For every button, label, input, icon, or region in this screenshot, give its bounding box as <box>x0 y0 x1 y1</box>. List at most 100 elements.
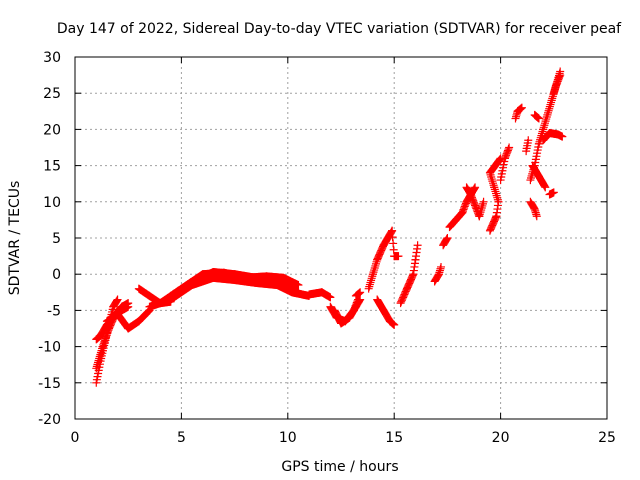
data-point <box>489 181 498 190</box>
data-points-layer <box>92 67 567 387</box>
data-point <box>495 156 504 165</box>
data-point <box>387 227 396 236</box>
data-point <box>369 268 378 277</box>
tick-layer <box>74 56 608 420</box>
y-tick-label: 15 <box>43 159 61 175</box>
y-tick-label: -15 <box>38 376 61 392</box>
data-point <box>367 274 376 283</box>
data-point <box>548 94 557 103</box>
data-point <box>124 302 133 311</box>
y-tick-label: -20 <box>38 412 61 428</box>
data-point <box>487 175 496 184</box>
data-point <box>371 261 380 270</box>
data-point <box>490 185 499 194</box>
data-point <box>539 125 548 134</box>
data-point <box>489 179 497 188</box>
y-tick-label: 5 <box>52 231 61 247</box>
data-point <box>556 67 565 76</box>
data-point <box>545 102 554 111</box>
data-point <box>493 193 502 202</box>
data-point <box>491 187 500 196</box>
data-point <box>534 114 543 123</box>
x-tick-label: 25 <box>598 430 616 446</box>
data-point <box>144 307 153 316</box>
x-tick-label: 10 <box>279 430 297 446</box>
chart-title: Day 147 of 2022, Sidereal Day-to-day VTE… <box>57 21 622 37</box>
data-point <box>549 188 558 197</box>
data-point <box>471 183 480 192</box>
data-point <box>144 307 153 316</box>
data-point <box>494 197 503 206</box>
data-point <box>364 284 373 293</box>
y-tick-label: 10 <box>43 195 61 211</box>
data-point <box>492 191 501 200</box>
x-axis-label: GPS time / hours <box>281 459 398 475</box>
data-point <box>544 108 553 117</box>
data-point <box>524 136 533 145</box>
data-point <box>355 296 364 305</box>
data-point <box>527 174 535 183</box>
data-point <box>547 98 556 107</box>
data-point <box>112 296 121 305</box>
data-point <box>356 295 365 304</box>
y-tick-label: -10 <box>38 340 61 356</box>
data-point <box>492 189 501 198</box>
data-point <box>366 278 375 287</box>
data-point <box>488 177 497 186</box>
data-point <box>394 252 403 261</box>
data-point <box>490 183 499 192</box>
data-point <box>442 235 451 244</box>
data-point <box>478 199 487 208</box>
y-tick-label: -5 <box>47 303 61 319</box>
data-point <box>368 272 377 281</box>
y-tick-label: 0 <box>52 267 61 283</box>
data-point <box>539 123 548 132</box>
data-point <box>505 143 514 152</box>
x-tick-label: 20 <box>492 430 510 446</box>
data-point <box>541 183 550 192</box>
data-point <box>356 288 365 297</box>
data-point <box>545 104 554 113</box>
data-point <box>495 155 504 164</box>
data-point <box>540 119 549 128</box>
data-point <box>294 288 303 297</box>
data-point <box>443 234 452 242</box>
data-point <box>437 262 446 271</box>
data-point <box>413 241 422 250</box>
grid-layer <box>75 57 607 419</box>
data-point <box>558 132 567 141</box>
data-point <box>540 121 549 130</box>
data-point <box>113 295 122 304</box>
data-point <box>532 212 541 221</box>
data-point <box>542 115 551 124</box>
data-point <box>542 112 551 121</box>
y-tick-label: 20 <box>43 122 61 138</box>
data-point <box>370 266 379 275</box>
y-tick-label: 30 <box>43 50 61 66</box>
data-point <box>143 308 152 317</box>
y-axis-label: SDTVAR / TECUs <box>7 181 23 296</box>
x-tick-label: 0 <box>71 430 80 446</box>
data-point <box>546 100 555 109</box>
data-point <box>479 197 488 206</box>
y-tick-label: 25 <box>43 86 61 102</box>
data-point <box>367 276 376 285</box>
data-point <box>526 176 535 185</box>
data-point <box>365 282 374 291</box>
data-point <box>390 320 399 329</box>
data-point <box>326 293 335 302</box>
data-point <box>365 280 374 289</box>
data-point <box>547 96 556 105</box>
data-point <box>368 270 377 279</box>
data-point <box>294 281 303 290</box>
data-point <box>544 106 553 115</box>
data-point <box>543 110 552 119</box>
data-point <box>504 145 513 154</box>
tick-label-layer: 0 5 10 15 20 25 -20 -15 -10 -5 0 5 10 15 20 25 30 <box>38 50 616 446</box>
data-point <box>370 263 379 272</box>
x-tick-label: 5 <box>177 430 186 446</box>
data-point <box>517 103 526 112</box>
data-point <box>470 184 479 193</box>
x-tick-label: 15 <box>385 430 403 446</box>
